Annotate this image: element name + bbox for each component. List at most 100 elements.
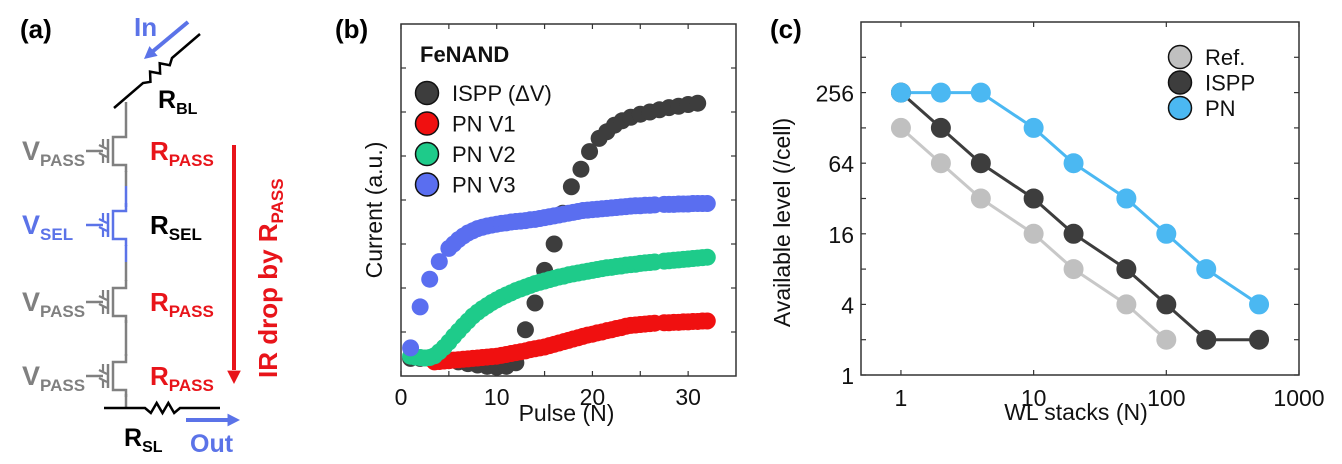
line-segment (979, 197, 1035, 236)
pulse-current-plot: 0 10 20 30 Pulse (N) Current (a.u.) FeNAND ISPP… (361, 23, 737, 426)
legend-title: FeNAND (420, 42, 509, 67)
data-point (562, 178, 580, 196)
data-point (689, 94, 707, 112)
data-point (545, 235, 563, 253)
y-tick-label: 1 (841, 363, 854, 389)
legend-label: Ref. (1205, 45, 1245, 70)
data-point (1156, 329, 1177, 350)
data-point (1156, 223, 1177, 244)
r-bl-label: RBL (158, 86, 198, 118)
resistance-label-pass-subscript: PASS (169, 302, 214, 321)
panel-c-chart: (c) 1 10 100 1000 1 4 16 64 256 WL stacks (N) Avai… (769, 14, 1325, 425)
data-point (890, 82, 911, 103)
x-tick-label: 30 (675, 384, 701, 410)
legend-marker (414, 141, 440, 167)
legend: FeNAND ISPP (ΔV) PN V1 PN V2 PN V3 (414, 42, 552, 198)
x-tick-label: 1 (895, 385, 908, 411)
ferroelectric-layer (98, 364, 108, 388)
level-vs-stacks-plot: 1 10 100 1000 1 4 16 64 256 WL stacks (N) Availabl… (769, 21, 1325, 425)
sourceline-resistor (104, 400, 220, 416)
in-label: In (134, 12, 157, 42)
data-point (572, 160, 590, 178)
ferroelectric-layer (98, 290, 108, 314)
y-tick-label: 64 (828, 151, 854, 177)
x-tick-label: 10 (484, 384, 510, 410)
in-arrow-head (144, 46, 158, 59)
data-point (930, 153, 951, 174)
y-tick-label: 256 (816, 81, 854, 107)
data-point (698, 248, 716, 266)
data-point (1196, 259, 1217, 280)
r-bl-label-subscript: BL (176, 101, 198, 118)
data-point (526, 294, 544, 312)
resistance-label-pass: RPASS (150, 361, 214, 395)
cell-2-sel: VSEL RSEL (22, 203, 202, 246)
gate-label-pass: VPASS (22, 287, 85, 321)
legend-label: PN V1 (452, 112, 516, 137)
panel-label-a: (a) (20, 14, 52, 44)
data-point (698, 312, 716, 330)
series-pn-markers (890, 82, 1270, 315)
resistance-label-pass-main: R (150, 361, 169, 391)
x-tick-label: 1000 (1273, 385, 1324, 411)
data-point (1023, 188, 1044, 209)
data-point (1196, 329, 1217, 350)
ir-drop-label-subscript: PASS (268, 178, 287, 223)
data-point (1023, 117, 1044, 138)
x-axis-title: Pulse (N) (519, 400, 615, 426)
fefet-channel (111, 129, 128, 172)
line-segment (1205, 267, 1260, 306)
bitline-resistor (113, 33, 201, 109)
panel-label-c: (c) (770, 14, 802, 44)
series-ref--markers (890, 117, 1177, 350)
gate-label-pass-subscript: PASS (40, 151, 85, 170)
legend-label: PN V3 (452, 173, 516, 198)
gate-label-sel-main: V (22, 210, 40, 240)
data-point (1063, 153, 1084, 174)
data-point (1116, 188, 1137, 209)
line-segment (1072, 161, 1128, 200)
data-point (421, 270, 439, 288)
y-axis-title: Available level (/cell) (769, 118, 795, 327)
line-segment (979, 91, 1035, 130)
r-sl-label: RSL (124, 424, 163, 456)
out-arrow-head (227, 413, 240, 427)
legend-marker (1167, 70, 1193, 95)
data-point (581, 143, 599, 161)
cell-3-pass: VPASS RPASS (22, 280, 214, 323)
data-point (930, 82, 951, 103)
line-segment (1072, 232, 1128, 271)
data-points (402, 94, 716, 376)
legend-marker (414, 172, 440, 197)
data-point (970, 82, 991, 103)
series-pn-v3 (402, 195, 716, 357)
ir-drop-label: IR drop by RPASS (253, 178, 287, 378)
data-point (1249, 329, 1270, 350)
data-point (1116, 294, 1137, 315)
x-axis-title: WL stacks (N) (1004, 399, 1148, 425)
gate-label-sel-subscript: SEL (40, 225, 73, 244)
resistance-label-sel-subscript: SEL (169, 225, 202, 244)
legend-marker (414, 80, 440, 106)
gate-label-sel: VSEL (22, 210, 73, 244)
plot-frame (860, 21, 1300, 376)
series-pn-v1 (426, 312, 716, 371)
legend-label: PN V2 (452, 142, 516, 167)
legend-label: ISPP (ΔV) (452, 81, 552, 106)
ferroelectric-layer (98, 139, 108, 163)
data-point (516, 321, 534, 339)
out-label: Out (190, 430, 234, 458)
ferroelectric-layer (98, 213, 108, 237)
resistance-label-pass-subscript: PASS (169, 151, 214, 170)
x-tick-label: 10 (1021, 385, 1047, 411)
data-point (1063, 223, 1084, 244)
legend-label: ISPP (1205, 71, 1255, 96)
in-arrow-shaft (150, 20, 190, 54)
resistance-label-pass: RPASS (150, 287, 214, 321)
data-point (411, 298, 429, 316)
fefet-channel (111, 203, 128, 246)
cell-1-pass: VPASS RPASS (22, 129, 214, 172)
data-point (1249, 294, 1270, 315)
